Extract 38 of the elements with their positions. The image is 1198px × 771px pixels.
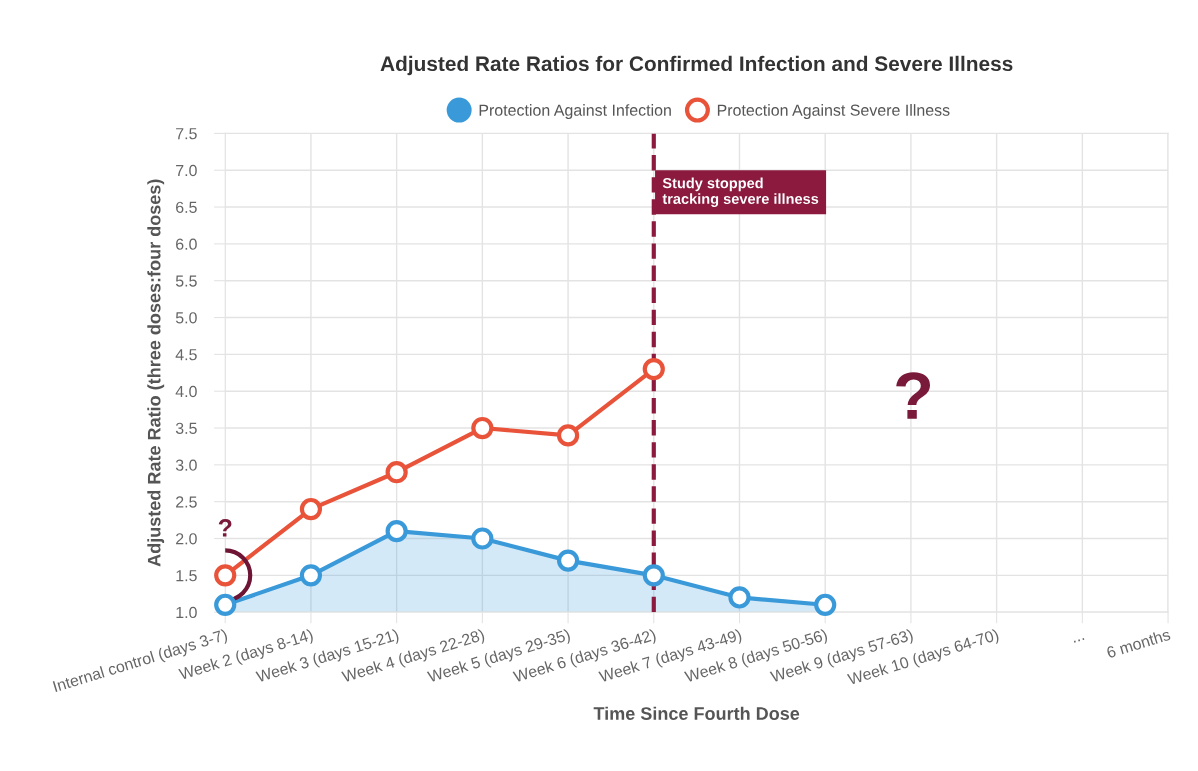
legend-label: Protection Against Severe Illness: [717, 104, 950, 120]
y-tick-label: 3.5: [175, 422, 197, 434]
y-tick-label: 1.0: [176, 606, 197, 619]
y-tick-label: 5.0: [175, 312, 197, 324]
point: [471, 416, 494, 440]
point: [642, 357, 665, 381]
point: [642, 564, 665, 587]
point: [299, 497, 323, 521]
point: [214, 564, 237, 587]
y-axis-title: Adjusted Rate Ratio (three doses:four doses): [147, 179, 165, 567]
x-tick-label: 6 months: [1106, 628, 1171, 659]
point: [471, 527, 494, 550]
y-tick-label: 6.5: [176, 201, 197, 213]
y-tick-label: 2.5: [176, 496, 197, 508]
point: [385, 520, 408, 543]
y-tick-label: 7.5: [176, 128, 197, 140]
point: [728, 586, 751, 609]
point: [556, 424, 580, 447]
annotation: ?: [896, 372, 931, 419]
point: [556, 549, 580, 572]
y-tick-label: 1.5: [176, 570, 197, 582]
annotation: ?: [218, 519, 232, 537]
y-tick-label: 6.0: [176, 238, 197, 250]
y-tick-label: 4.5: [175, 349, 197, 361]
x-tick-label: ...: [1073, 638, 1085, 643]
point: [385, 461, 408, 484]
point: [814, 593, 837, 616]
y-tick-label: 4.0: [175, 385, 197, 398]
y-tick-label: 3.0: [175, 459, 197, 471]
point: [214, 593, 237, 616]
y-tick-label: 2.0: [176, 533, 197, 545]
legend-label: Protection Against Infection: [479, 104, 671, 120]
y-tick-label: 7.0: [176, 164, 197, 177]
y-tick-label: 5.5: [175, 275, 197, 287]
chart-title: Adjusted Rate Ratios for Confirmed Infection and Severe Illness: [380, 55, 1013, 76]
point: [299, 564, 323, 587]
x-axis-title: Time Since Fourth Dose: [593, 706, 800, 720]
ref-line-label: Study stopped tracking severe illness: [662, 177, 819, 207]
